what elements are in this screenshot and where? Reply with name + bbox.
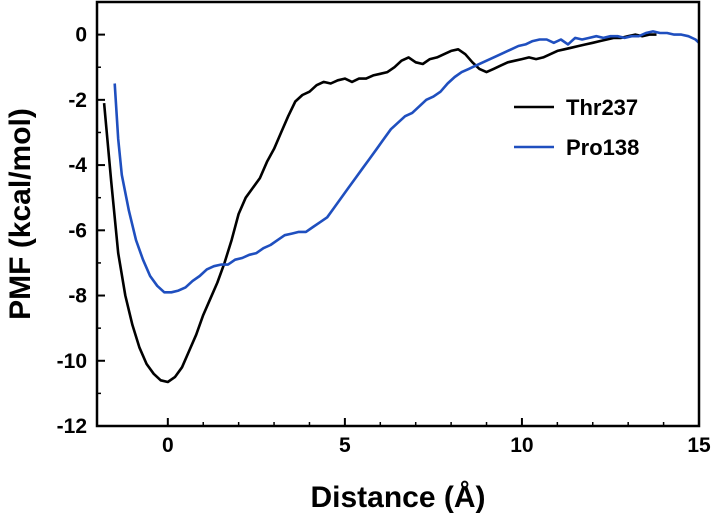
y-tick-label: -6 <box>68 219 87 242</box>
y-tick-label: -2 <box>68 89 87 112</box>
x-tick-label: 0 <box>162 434 174 457</box>
x-axis-title: Distance (Å) <box>310 481 485 514</box>
x-tick-label: 10 <box>510 434 533 457</box>
y-tick-label: -8 <box>68 285 87 308</box>
legend-label-thr237: Thr237 <box>566 95 638 120</box>
legend-label-pro138: Pro138 <box>566 135 639 160</box>
y-tick-label: -10 <box>57 350 87 373</box>
x-tick-label: 5 <box>339 434 351 457</box>
series-line-thr237 <box>102 33 657 384</box>
plot-frame <box>95 0 701 428</box>
y-tick-label: -4 <box>68 154 87 177</box>
y-tick-label: 0 <box>75 24 87 47</box>
y-axis-title: PMF (kcal/mol) <box>4 108 37 320</box>
y-tick-label: -12 <box>57 415 87 438</box>
x-tick-label: 15 <box>687 434 711 457</box>
legend: Thr237 Pro138 <box>514 95 639 160</box>
series-line-pro138 <box>113 30 699 294</box>
